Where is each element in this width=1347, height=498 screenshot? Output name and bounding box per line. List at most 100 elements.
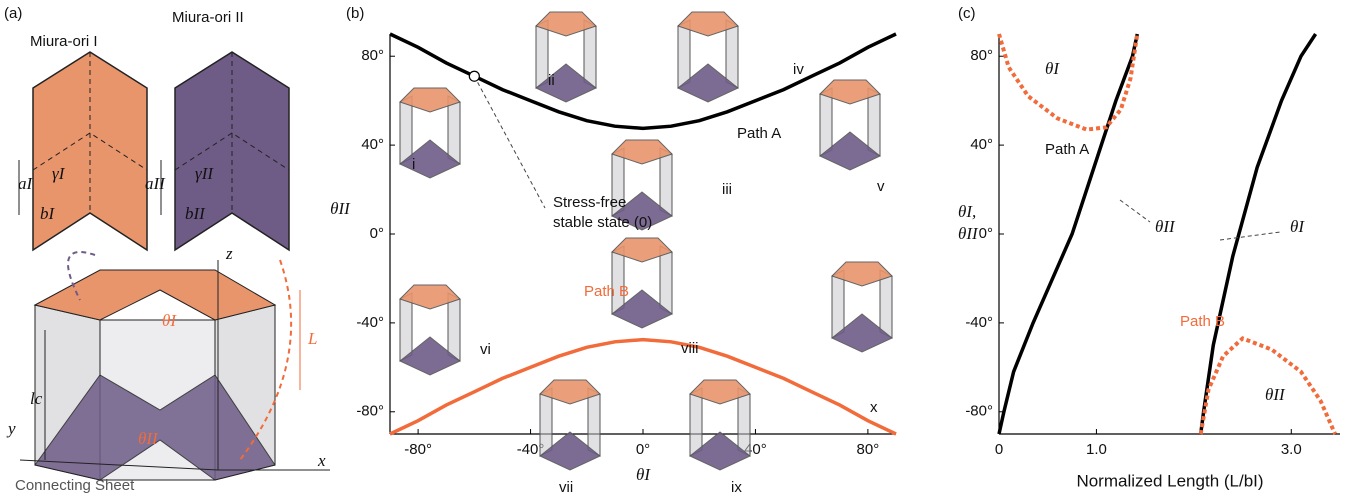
x-tick-label: 1.0: [1086, 441, 1107, 458]
y-tick-label: 80°: [970, 47, 993, 64]
x-tick-label: -40°: [517, 441, 545, 458]
diagram-label: z: [225, 244, 233, 263]
y-tick-label: -40°: [356, 314, 384, 331]
state-label: iii: [722, 181, 732, 198]
path-label: Path B: [1180, 313, 1225, 330]
x-tick-label: -80°: [404, 441, 432, 458]
axis: [19, 459, 219, 471]
diagram-label: lc: [30, 389, 43, 408]
unit-top: [611, 139, 673, 165]
y-axis-title: θI,: [958, 202, 976, 221]
series-line: [997, 33, 1140, 435]
unit-wall: [611, 245, 625, 315]
diagram-label: x: [317, 451, 326, 470]
unit-wall: [879, 269, 893, 339]
state-label: vi: [480, 341, 491, 358]
x-tick-label: 0°: [636, 441, 650, 458]
series-line: [389, 337, 897, 436]
state-label: x: [870, 399, 878, 416]
x-axis-title: θI: [636, 465, 651, 484]
diagram-label: aII: [145, 174, 166, 193]
floor: [34, 374, 276, 481]
fold-illustration: [819, 79, 881, 171]
leader-line: [473, 75, 546, 209]
arrow: [67, 251, 96, 301]
unit-top: [539, 379, 601, 405]
leader-line: [1119, 199, 1151, 223]
fold-illustration: [689, 379, 751, 471]
path-label: Path B: [584, 283, 629, 300]
fold-illustration: [399, 284, 461, 376]
stable-label: Stress-free: [553, 194, 626, 211]
state-label: i: [412, 156, 415, 173]
panel-label: (a): [4, 5, 22, 22]
unit-wall: [539, 387, 553, 457]
unit-top: [399, 87, 461, 113]
state-label: v: [877, 178, 885, 195]
path-label: Path A: [1045, 141, 1089, 158]
diagram-label: bI: [40, 204, 56, 223]
y-tick-label: 40°: [970, 136, 993, 153]
unit-top: [677, 11, 739, 37]
y-tick-label: 40°: [361, 136, 384, 153]
unit-top: [535, 11, 597, 37]
unit-bottom: [689, 431, 751, 471]
unit-wall: [659, 245, 673, 315]
stable-point: [468, 70, 480, 82]
diagram-label: Connecting Sheet: [15, 477, 135, 494]
diagram-label: aI: [18, 174, 34, 193]
unit-wall: [583, 19, 597, 89]
x-tick-label: 3.0: [1281, 441, 1302, 458]
unit-wall: [677, 19, 691, 89]
unit-bottom: [831, 313, 893, 353]
series-line: [1198, 33, 1318, 435]
unit-wall: [819, 87, 833, 157]
diagram-label: θI: [162, 311, 177, 330]
x-tick-label: 0: [995, 441, 1003, 458]
unit-wall: [399, 95, 413, 165]
y-tick-label: -80°: [965, 403, 993, 420]
unit-wall: [689, 387, 703, 457]
unit-bottom: [611, 289, 673, 329]
diagram-label: y: [6, 419, 16, 438]
x-axis-title: Normalized Length (L/bI): [1076, 471, 1263, 490]
roof: [33, 269, 277, 321]
stable-label: stable state (0): [553, 214, 652, 231]
unit-wall: [659, 147, 673, 217]
fold-illustration: [831, 261, 893, 353]
unit-top: [819, 79, 881, 105]
unit-wall: [447, 95, 461, 165]
unit-bottom: [819, 131, 881, 171]
fold-illustration: [399, 87, 461, 179]
unit-top: [611, 237, 673, 263]
fold-illustration: [539, 379, 601, 471]
diagram-label: bII: [185, 204, 206, 223]
series-line: [997, 33, 1140, 132]
unit-wall: [867, 87, 881, 157]
x-tick-label: 80°: [857, 441, 880, 458]
y-tick-label: 0°: [979, 225, 993, 242]
y-axis-title: θII: [958, 224, 979, 243]
y-tick-label: -80°: [356, 403, 384, 420]
diagram-label: θII: [138, 429, 159, 448]
y-axis-title: θII: [330, 199, 351, 218]
path-label: Path A: [737, 125, 781, 142]
fold-illustration: [611, 139, 673, 231]
fold-illustration: [535, 11, 597, 103]
unit-bottom: [677, 63, 739, 103]
state-label: vii: [559, 479, 573, 496]
unit-wall: [587, 387, 601, 457]
fold-illustration: [677, 11, 739, 103]
panel-label: (c): [958, 5, 976, 22]
arrow: [239, 259, 293, 461]
state-label: ii: [548, 72, 555, 89]
y-tick-label: -40°: [965, 314, 993, 331]
unit-wall: [447, 292, 461, 362]
state-label: iv: [793, 61, 804, 78]
unit-wall: [725, 19, 739, 89]
diagram-label: γII: [195, 164, 214, 183]
y-tick-label: 80°: [361, 47, 384, 64]
series-label: θI: [1045, 59, 1060, 78]
series-line: [1198, 336, 1337, 435]
